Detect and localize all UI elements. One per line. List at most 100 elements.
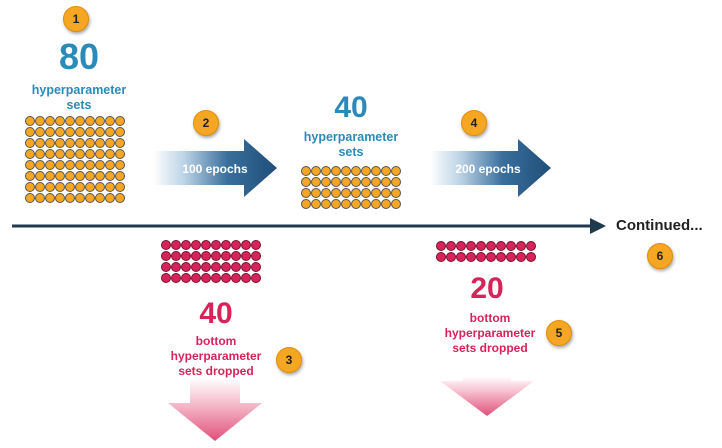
- hyperparameter-set-dot: [65, 193, 75, 203]
- hyperparameter-set-dot: [311, 166, 321, 176]
- hyperparameter-set-dot: [105, 127, 115, 137]
- hyperparameter-set-dot: [391, 199, 401, 209]
- hyperparameter-set-dot: [35, 182, 45, 192]
- dropped-set-dot: [476, 241, 486, 251]
- hyperparameter-set-dot: [85, 182, 95, 192]
- hyperparameter-set-dot: [95, 138, 105, 148]
- hyperparameter-set-dot: [311, 188, 321, 198]
- hyperparameter-set-dot: [25, 160, 35, 170]
- dropped-set-dot: [516, 252, 526, 262]
- dropped-set-dot: [211, 240, 221, 250]
- stage1-label-line1: hyperparameter: [31, 83, 127, 97]
- dropped-set-dot: [221, 240, 231, 250]
- dropped-set-dot: [221, 262, 231, 272]
- hyperparameter-set-dot: [321, 177, 331, 187]
- dropped1-count: 40: [199, 297, 233, 330]
- dropped1-dot-grid: [161, 240, 261, 283]
- stage1-label-line2: sets: [66, 98, 92, 112]
- dropped1-label-line3: sets dropped: [178, 364, 254, 378]
- hyperparameter-set-dot: [55, 193, 65, 203]
- continued-label: Continued...: [616, 217, 703, 234]
- hyperparameter-set-dot: [331, 199, 341, 209]
- dropped-set-dot: [516, 241, 526, 251]
- hyperparameter-set-dot: [381, 166, 391, 176]
- hyperparameter-set-dot: [85, 138, 95, 148]
- step-badge-6: 6: [647, 243, 673, 269]
- dropped-set-dot: [211, 262, 221, 272]
- dropped-set-dot: [486, 241, 496, 251]
- hyperparameter-set-dot: [75, 182, 85, 192]
- dropped-set-dot: [171, 262, 181, 272]
- hyperparameter-set-dot: [321, 166, 331, 176]
- dropped-set-dot: [241, 251, 251, 261]
- drop-arrow-1: [168, 378, 262, 441]
- dropped1-label: bottom hyperparameter sets dropped: [151, 334, 281, 379]
- hyperparameter-set-dot: [55, 182, 65, 192]
- hyperparameter-set-dot: [85, 127, 95, 137]
- hyperparameter-set-dot: [35, 160, 45, 170]
- hyperparameter-set-dot: [371, 166, 381, 176]
- hyperparameter-set-dot: [45, 182, 55, 192]
- hyperparameter-set-dot: [105, 182, 115, 192]
- step-badge-2: 2: [193, 110, 219, 136]
- hyperparameter-set-dot: [35, 116, 45, 126]
- hyperparameter-set-dot: [115, 138, 125, 148]
- dropped-set-dot: [221, 273, 231, 283]
- dropped-set-dot: [251, 251, 261, 261]
- hyperparameter-set-dot: [115, 171, 125, 181]
- dropped-set-dot: [476, 252, 486, 262]
- stage2-label-line2: sets: [338, 145, 364, 159]
- hyperparameter-set-dot: [391, 166, 401, 176]
- step-badge-4: 4: [461, 110, 487, 136]
- dropped-set-dot: [211, 273, 221, 283]
- hyperparameter-set-dot: [35, 171, 45, 181]
- hyperparameter-set-dot: [341, 188, 351, 198]
- dropped-set-dot: [506, 241, 516, 251]
- hyperparameter-set-dot: [85, 116, 95, 126]
- stage1-count: 80: [58, 36, 100, 77]
- hyperparameter-set-dot: [55, 116, 65, 126]
- hyperparameter-set-dot: [391, 188, 401, 198]
- hyperparameter-set-dot: [55, 127, 65, 137]
- hyperparameter-set-dot: [75, 138, 85, 148]
- stage2-dot-grid: [301, 166, 401, 209]
- hyperparameter-set-dot: [105, 171, 115, 181]
- step-badge-5: 5: [546, 320, 572, 346]
- dropped2-label-line2: hyperparameter: [444, 326, 536, 340]
- dropped-set-dot: [201, 251, 211, 261]
- hyperparameter-set-dot: [85, 149, 95, 159]
- hyperparameter-set-dot: [381, 188, 391, 198]
- dropped-set-dot: [241, 240, 251, 250]
- hyperparameter-set-dot: [75, 127, 85, 137]
- dropped2-label-line3: sets dropped: [452, 341, 528, 355]
- dropped2-count: 20: [470, 272, 504, 305]
- hyperparameter-set-dot: [105, 193, 115, 203]
- hyperparameter-set-dot: [371, 177, 381, 187]
- step-badge-3: 3: [276, 347, 302, 373]
- hyperparameter-set-dot: [391, 177, 401, 187]
- hyperparameter-set-dot: [95, 127, 105, 137]
- dropped-set-dot: [446, 241, 456, 251]
- dropped-set-dot: [211, 251, 221, 261]
- dropped-set-dot: [506, 252, 516, 262]
- dropped-set-dot: [181, 251, 191, 261]
- hyperparameter-set-dot: [115, 149, 125, 159]
- hyperparameter-set-dot: [75, 160, 85, 170]
- hyperparameter-set-dot: [115, 127, 125, 137]
- hyperparameter-set-dot: [45, 127, 55, 137]
- hyperparameter-set-dot: [45, 138, 55, 148]
- hyperparameter-set-dot: [25, 138, 35, 148]
- hyperparameter-set-dot: [45, 193, 55, 203]
- dropped-set-dot: [191, 262, 201, 272]
- dropped-set-dot: [456, 252, 466, 262]
- dropped-set-dot: [526, 252, 536, 262]
- dropped-set-dot: [221, 251, 231, 261]
- dropped-set-dot: [241, 262, 251, 272]
- dropped-set-dot: [486, 252, 496, 262]
- hyperparameter-set-dot: [25, 193, 35, 203]
- dropped-set-dot: [251, 273, 261, 283]
- timeline-arrowhead: [590, 218, 606, 234]
- hyperparameter-set-dot: [301, 177, 311, 187]
- hyperparameter-set-dot: [95, 171, 105, 181]
